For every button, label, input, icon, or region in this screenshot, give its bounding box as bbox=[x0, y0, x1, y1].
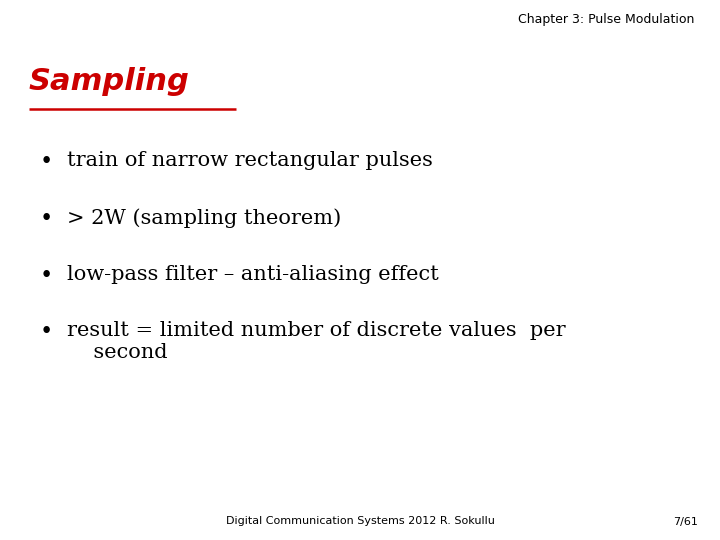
Text: •: • bbox=[40, 321, 53, 343]
Text: train of narrow rectangular pulses: train of narrow rectangular pulses bbox=[67, 151, 433, 170]
Text: Chapter 3: Pulse Modulation: Chapter 3: Pulse Modulation bbox=[518, 14, 695, 26]
Text: low-pass filter – anti-aliasing effect: low-pass filter – anti-aliasing effect bbox=[67, 265, 438, 284]
Text: 7/61: 7/61 bbox=[673, 516, 698, 526]
Text: result = limited number of discrete values  per
    second: result = limited number of discrete valu… bbox=[67, 321, 566, 362]
Text: •: • bbox=[40, 265, 53, 287]
Text: Digital Communication Systems 2012 R. Sokullu: Digital Communication Systems 2012 R. So… bbox=[225, 516, 495, 526]
Text: Sampling: Sampling bbox=[29, 68, 189, 97]
Text: •: • bbox=[40, 151, 53, 173]
Text: > 2W (sampling theorem): > 2W (sampling theorem) bbox=[67, 208, 341, 227]
Text: •: • bbox=[40, 208, 53, 230]
